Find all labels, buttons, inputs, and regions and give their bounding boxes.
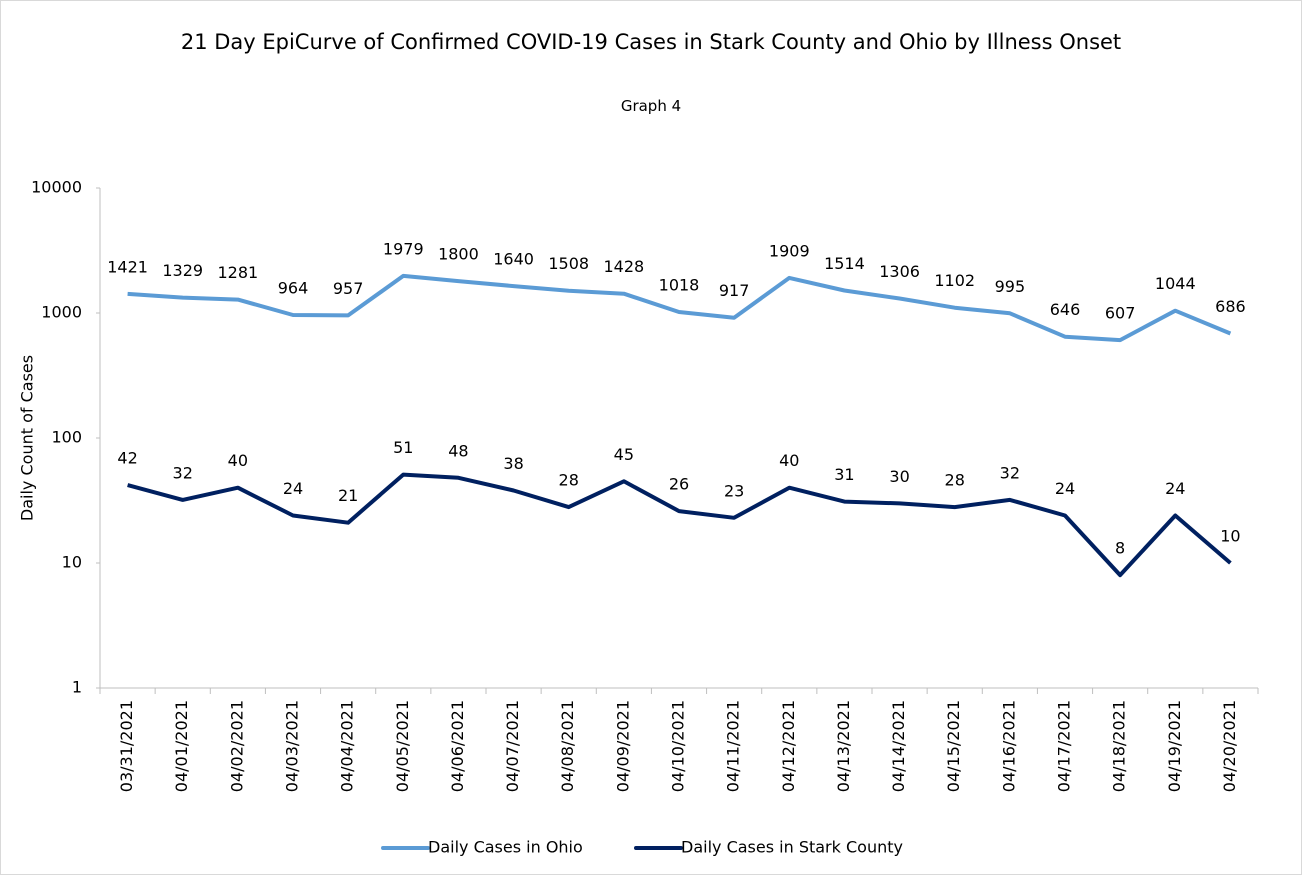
- data-label: 1018: [659, 276, 700, 295]
- legend-label: Daily Cases in Ohio: [428, 838, 583, 857]
- data-label: 24: [1165, 479, 1185, 498]
- data-label: 957: [333, 279, 364, 298]
- data-label: 1329: [162, 261, 203, 280]
- data-label: 26: [669, 475, 689, 494]
- x-tick-label: 04/01/2021: [172, 700, 191, 792]
- data-label: 1306: [879, 262, 920, 281]
- x-tick-label: 04/12/2021: [779, 700, 798, 792]
- data-label: 8: [1115, 539, 1125, 558]
- data-label: 1102: [934, 271, 975, 290]
- data-label: 24: [1055, 479, 1075, 498]
- chart-subtitle: Graph 4: [620, 97, 682, 115]
- data-label: 42: [117, 449, 137, 468]
- legend-label: Daily Cases in Stark County: [681, 838, 903, 857]
- x-tick-label: 04/19/2021: [1165, 700, 1184, 792]
- data-label: 686: [1215, 297, 1246, 316]
- y-axis-label: Daily Count of Cases: [18, 355, 37, 521]
- data-label: 1979: [383, 239, 424, 258]
- x-tick-label: 04/09/2021: [613, 700, 632, 792]
- chart-title: 21 Day EpiCurve of Confirmed COVID-19 Ca…: [180, 30, 1122, 54]
- data-label: 30: [889, 467, 909, 486]
- series-line: [127, 273, 1232, 343]
- data-label: 607: [1105, 304, 1136, 323]
- y-tick-label: 100: [51, 428, 82, 447]
- x-tick-label: 03/31/2021: [117, 700, 136, 792]
- x-tick-label: 04/18/2021: [1110, 700, 1129, 792]
- data-label: 48: [448, 441, 468, 460]
- data-label: 1640: [493, 250, 534, 269]
- y-tick-label: 1: [72, 678, 82, 697]
- data-label: 24: [283, 479, 303, 498]
- data-label: 28: [559, 471, 579, 490]
- y-tick-label: 10: [62, 553, 82, 572]
- y-tick-label: 10000: [31, 178, 82, 197]
- data-label: 40: [779, 451, 799, 470]
- x-tick-label: 04/17/2021: [1055, 700, 1074, 792]
- data-label: 32: [1000, 463, 1020, 482]
- data-label: 45: [614, 445, 634, 464]
- x-tick-label: 04/11/2021: [724, 700, 743, 792]
- data-label: 995: [995, 277, 1026, 296]
- x-tick-label: 04/14/2021: [889, 700, 908, 792]
- data-label: 23: [724, 481, 744, 500]
- data-label: 1421: [107, 257, 148, 276]
- data-label: 1044: [1155, 274, 1196, 293]
- series-line: [127, 472, 1232, 578]
- data-label: 1514: [824, 254, 865, 273]
- data-label: 38: [503, 454, 523, 473]
- x-tick-label: 04/03/2021: [283, 700, 302, 792]
- x-tick-label: 04/08/2021: [558, 700, 577, 792]
- data-label: 1281: [217, 263, 258, 282]
- x-tick-label: 04/13/2021: [834, 700, 853, 792]
- x-tick-label: 04/16/2021: [999, 700, 1018, 792]
- data-label: 31: [834, 465, 854, 484]
- x-tick-label: 04/20/2021: [1220, 700, 1239, 792]
- x-tick-label: 04/06/2021: [448, 700, 467, 792]
- data-label: 40: [228, 451, 248, 470]
- data-label: 1909: [769, 241, 810, 260]
- x-tick-label: 04/02/2021: [227, 700, 246, 792]
- data-label: 646: [1050, 300, 1081, 319]
- data-label: 917: [719, 281, 750, 300]
- x-tick-label: 04/15/2021: [944, 700, 963, 792]
- x-tick-label: 04/04/2021: [338, 700, 357, 792]
- x-tick-label: 04/05/2021: [393, 700, 412, 792]
- data-label: 28: [945, 471, 965, 490]
- data-label: 1428: [603, 257, 644, 276]
- y-tick-label: 1000: [41, 303, 82, 322]
- data-label: 1800: [438, 245, 479, 264]
- data-label: 32: [173, 463, 193, 482]
- x-tick-label: 04/10/2021: [669, 700, 688, 792]
- data-label: 21: [338, 486, 358, 505]
- data-label: 51: [393, 438, 413, 457]
- data-label: 1508: [548, 254, 589, 273]
- data-label: 10: [1220, 527, 1240, 546]
- data-label: 964: [278, 278, 309, 297]
- x-tick-label: 04/07/2021: [503, 700, 522, 792]
